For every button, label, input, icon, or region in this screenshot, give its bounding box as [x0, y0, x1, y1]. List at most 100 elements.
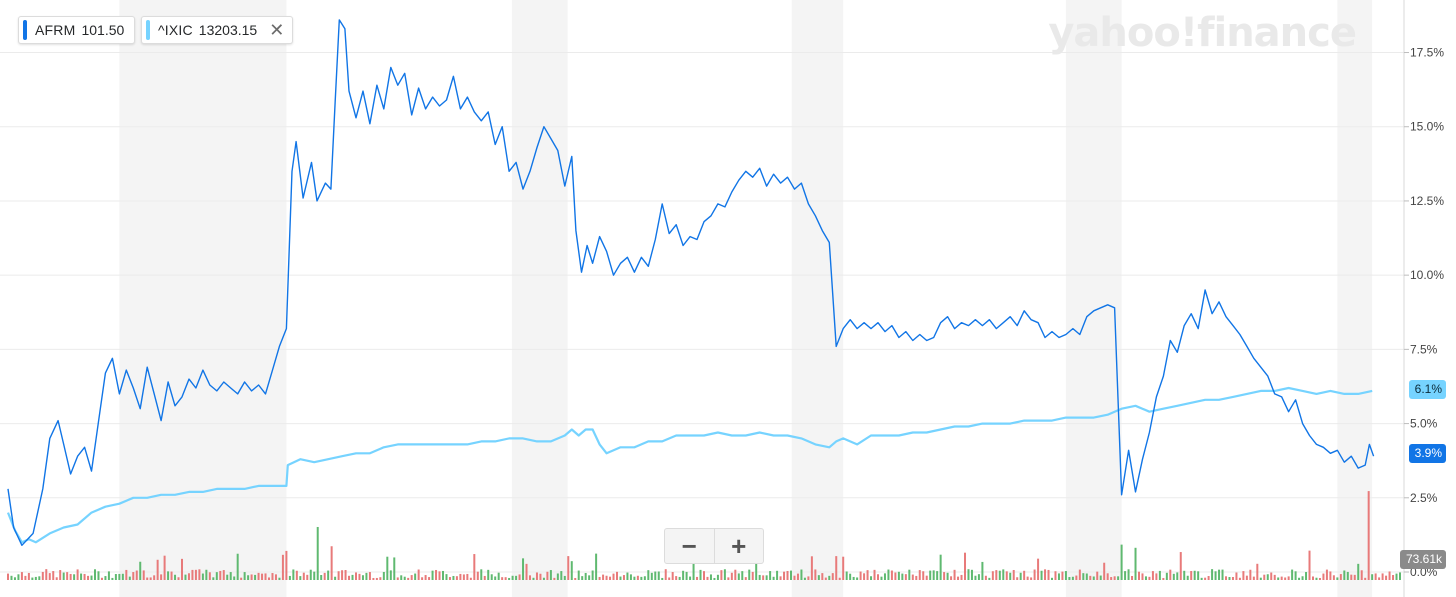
- volume-bar: [1235, 572, 1238, 580]
- volume-bar: [689, 576, 692, 580]
- volume-bar: [320, 574, 323, 580]
- volume-bar: [1183, 570, 1186, 580]
- volume-bar: [414, 573, 417, 580]
- volume-bar: [1204, 577, 1207, 580]
- volume-bar: [518, 574, 521, 580]
- series-line-ixic: [6, 386, 1373, 544]
- volume-bar: [668, 577, 671, 580]
- volume-bar: [650, 572, 653, 580]
- volume-bar: [1277, 577, 1280, 580]
- volume-bar: [1002, 569, 1005, 580]
- volume-bar: [685, 571, 688, 580]
- volume-bar: [1350, 574, 1353, 580]
- volume-bar: [153, 575, 156, 580]
- volume-bar: [741, 571, 744, 580]
- volume-bar: [1075, 575, 1078, 580]
- volume-bar: [459, 573, 462, 580]
- volume-bar: [943, 572, 946, 580]
- volume-bar: [1343, 570, 1346, 580]
- volume-bar: [403, 576, 406, 580]
- volume-bar: [1256, 563, 1259, 580]
- volume-bar: [490, 574, 493, 580]
- volume-bar: [977, 574, 980, 580]
- volume-bar: [1381, 573, 1384, 580]
- volume-bar: [191, 569, 194, 580]
- volume-bar: [288, 575, 291, 580]
- volume-bar: [1148, 576, 1151, 580]
- volume-bar: [546, 571, 549, 580]
- volume-bar: [817, 575, 820, 580]
- volume-bar: [824, 577, 827, 580]
- volume-bar: [960, 574, 963, 580]
- volume-bar: [1231, 577, 1234, 580]
- zoom-in-button[interactable]: +: [731, 530, 747, 561]
- legend-item-ixic[interactable]: ^IXIC 13203.15 ✕: [141, 16, 294, 44]
- volume-bar: [111, 577, 114, 580]
- volume-bar: [612, 573, 615, 580]
- volume-bar: [842, 556, 845, 580]
- volume-bar: [504, 577, 507, 580]
- volume-bar: [1395, 573, 1398, 580]
- close-icon[interactable]: ✕: [269, 20, 285, 40]
- volume-bar: [236, 553, 239, 580]
- volume-bar: [1242, 571, 1245, 580]
- afrm-color-marker: [23, 20, 27, 40]
- volume-bar: [929, 570, 932, 580]
- volume-bar: [699, 569, 702, 580]
- volume-bar: [62, 572, 65, 580]
- volume-bar: [619, 576, 622, 580]
- volume-bar: [1026, 576, 1029, 580]
- volume-bar: [511, 575, 514, 580]
- volume-bar: [452, 575, 455, 580]
- volume-bar: [268, 577, 270, 580]
- volume-bar: [118, 573, 121, 580]
- volume-bar: [299, 576, 302, 580]
- volume-bar: [167, 571, 170, 580]
- volume-bar: [1388, 571, 1391, 580]
- volume-bar: [1332, 575, 1335, 580]
- legend-item-afrm[interactable]: AFRM 101.50: [18, 16, 136, 44]
- volume-bar: [852, 576, 855, 580]
- volume-bar: [1103, 562, 1106, 580]
- volume-bar: [1033, 569, 1036, 580]
- volume-bar: [859, 571, 862, 580]
- volume-bar: [1085, 573, 1088, 580]
- volume-bar: [382, 571, 385, 580]
- volume-bar: [201, 573, 204, 580]
- volume-bar: [121, 573, 124, 580]
- volume-bar: [389, 570, 392, 580]
- volume-bar: [313, 571, 316, 580]
- volume-bar: [45, 569, 48, 580]
- volume-bar: [205, 569, 208, 580]
- volume-badge: 73.61k: [1399, 550, 1446, 569]
- volume-bar: [1263, 574, 1266, 580]
- volume-bar: [595, 553, 598, 580]
- volume-bar: [34, 576, 37, 580]
- volume-bar: [967, 569, 970, 580]
- volume-bar: [995, 570, 998, 580]
- volume-bar: [772, 576, 775, 580]
- volume-bar: [706, 576, 709, 580]
- volume-bar: [1169, 569, 1172, 580]
- volume-bar: [184, 574, 187, 580]
- volume-bar: [897, 571, 900, 580]
- volume-bar: [633, 576, 636, 580]
- volume-bar: [160, 574, 163, 580]
- volume-bar: [1312, 576, 1314, 580]
- volume-bar: [281, 554, 284, 580]
- y-tick-label-2: 12.5%: [1410, 194, 1444, 208]
- zoom-out-button[interactable]: −: [665, 529, 715, 563]
- volume-bar: [261, 573, 264, 580]
- session-shade-2: [791, 0, 844, 597]
- volume-bar: [170, 571, 173, 580]
- volume-bar: [654, 571, 657, 580]
- volume-bar: [132, 572, 135, 580]
- volume-bar: [640, 576, 643, 580]
- legend-symbol-afrm: AFRM: [35, 22, 76, 38]
- volume-bar: [94, 569, 96, 580]
- ixic-color-marker: [146, 20, 150, 40]
- volume-bar: [873, 569, 876, 580]
- volume-bar: [448, 577, 451, 580]
- series-line-afrm: [7, 19, 1375, 546]
